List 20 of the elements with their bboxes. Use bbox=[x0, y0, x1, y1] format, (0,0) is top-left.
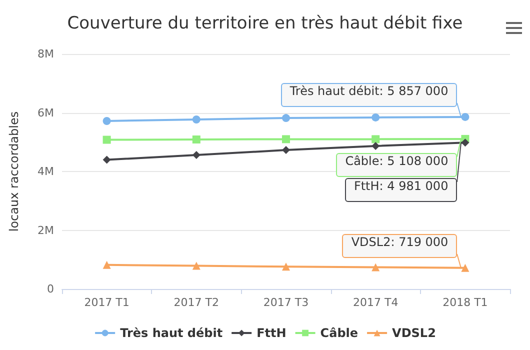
x-tick-label: 2017 T4 bbox=[352, 296, 398, 309]
y-axis-title: locaux raccordables bbox=[7, 111, 21, 232]
legend-label: FttH bbox=[256, 326, 286, 340]
legend-label: Très haut débit bbox=[120, 326, 223, 340]
annotation: Câble: 5 108 000 bbox=[345, 154, 448, 168]
x-tick-label: 2017 T1 bbox=[84, 296, 130, 309]
legend-label: Câble bbox=[320, 326, 358, 340]
y-tick-label: 6M bbox=[38, 106, 54, 120]
y-tick-label: 2M bbox=[38, 224, 54, 237]
chart-title: Couverture du territoire en très haut débit fixe bbox=[67, 14, 463, 34]
x-tick-label: 2018 T1 bbox=[442, 296, 488, 309]
annotation: FttH: 4 981 000 bbox=[354, 178, 448, 193]
x-tick-label: 2017 T3 bbox=[263, 296, 309, 309]
annotation: Très haut débit: 5 857 000 bbox=[290, 84, 448, 98]
y-tick-label: 0 bbox=[47, 282, 54, 296]
y-tick-label: 8M bbox=[38, 48, 54, 60]
y-tick-label: 4M bbox=[38, 165, 54, 178]
annotation: VDSL2: 719 000 bbox=[351, 234, 448, 249]
legend-label: VDSL2 bbox=[392, 326, 436, 340]
x-tick-label: 2017 T2 bbox=[174, 296, 220, 309]
